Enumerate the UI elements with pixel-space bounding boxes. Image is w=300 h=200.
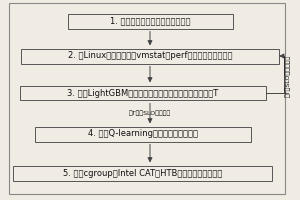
Text: 1. 根据用户的需求为其预分配资源: 1. 根据用户的需求为其预分配资源	[110, 17, 190, 25]
Bar	[21, 48, 279, 64]
Bar	[34, 126, 250, 142]
Text: 2. 用Linux性能监测工具vmstat和perf获取硬件计数器数据: 2. 用Linux性能监测工具vmstat和perf获取硬件计数器数据	[68, 51, 232, 60]
Text: 若T在SLO规定范围内: 若T在SLO规定范围内	[286, 55, 291, 97]
Bar	[68, 14, 232, 28]
Text: 4. 利用Q-learning做出资源调整的决策: 4. 利用Q-learning做出资源调整的决策	[88, 130, 197, 138]
Text: 3. 构建LightGBM模型来预测用户所部署应用的响应时间T: 3. 构建LightGBM模型来预测用户所部署应用的响应时间T	[67, 88, 218, 98]
Text: 若T超过SLO规定范围: 若T超过SLO规定范围	[129, 111, 171, 116]
Text: 5. 利用cgroup、Intel CAT和HTB实施各类资源的调度: 5. 利用cgroup、Intel CAT和HTB实施各类资源的调度	[63, 168, 222, 178]
Bar	[14, 166, 272, 180]
Bar	[20, 86, 266, 100]
